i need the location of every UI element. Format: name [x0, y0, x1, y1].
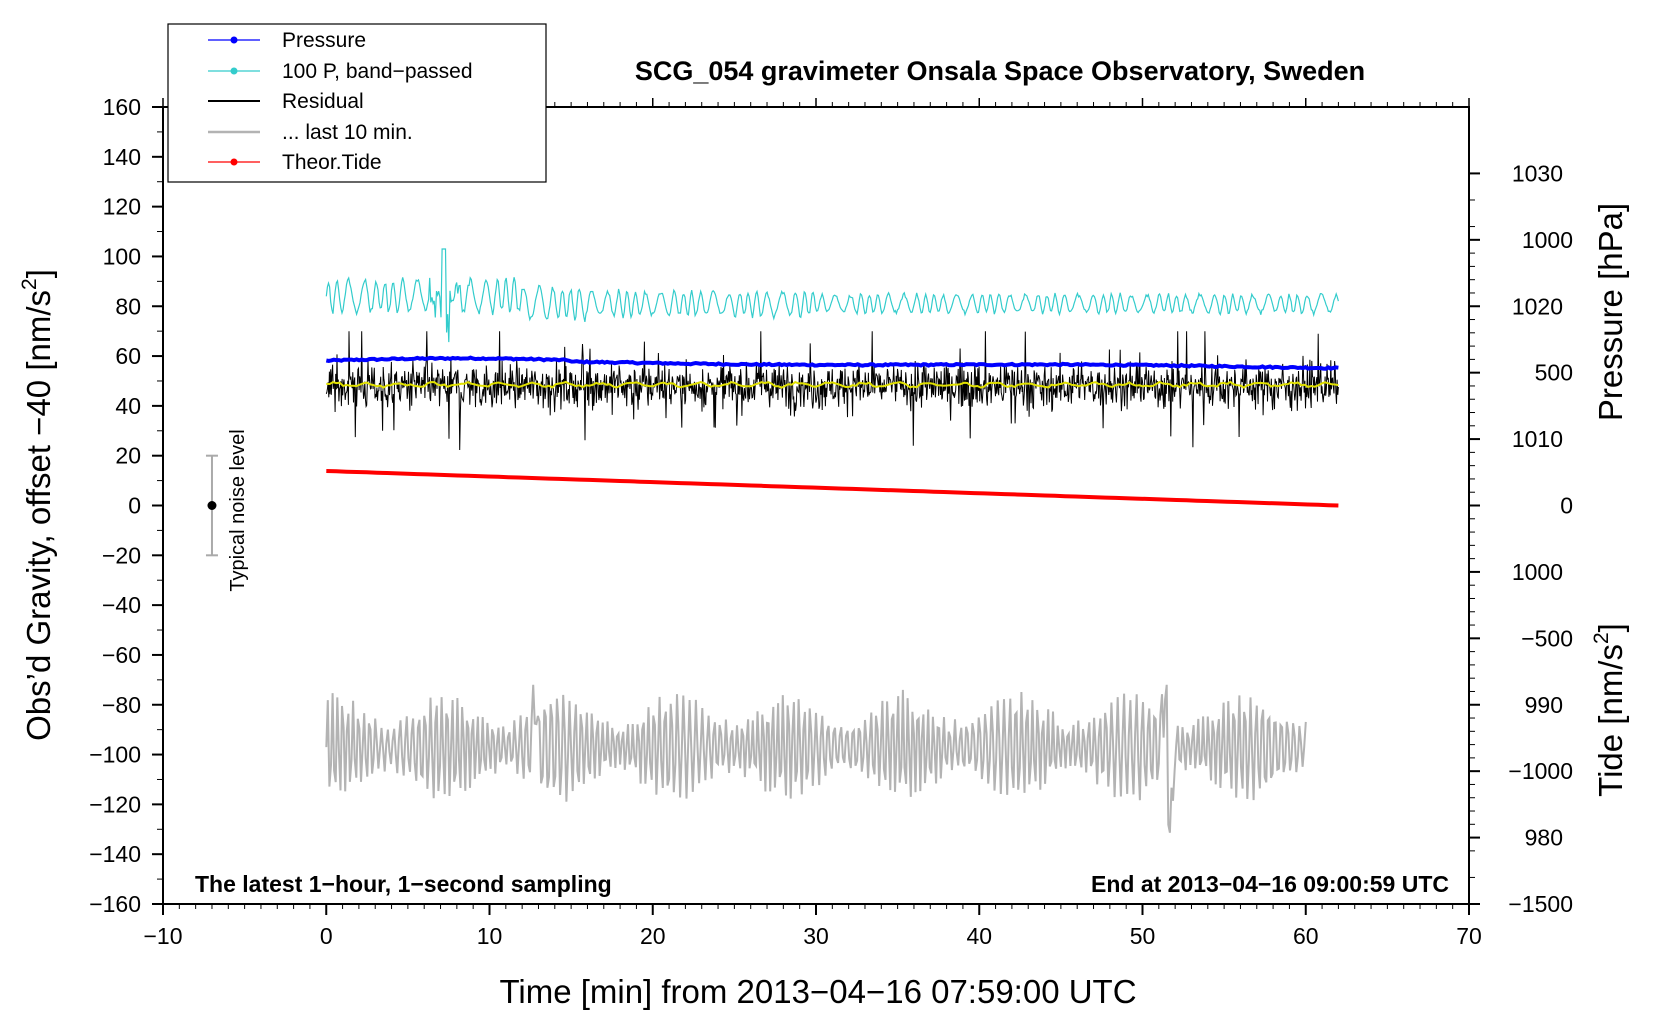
x-tick-label: −10	[143, 923, 182, 949]
y2-tick-label: 1010	[1512, 426, 1563, 452]
noise-center-dot	[207, 501, 217, 510]
annotation-end-time: End at 2013−04−16 09:00:59 UTC	[1091, 871, 1449, 897]
chart-title: SCG_054 gravimeter Onsala Space Observat…	[635, 56, 1365, 86]
legend: Pressure 100 P, band−passed Residual ...…	[167, 23, 547, 183]
y-tick-label: −140	[89, 841, 141, 867]
y3-tick-label: 0	[1560, 493, 1573, 519]
x-tick-label: 70	[1456, 923, 1482, 949]
y-tick-label: −40	[102, 592, 141, 618]
legend-entry-residual: Residual	[208, 90, 364, 113]
series-theor-tide	[326, 469, 1339, 508]
series-bandpassed-pressure	[325, 248, 1339, 343]
y-tick-label: −120	[89, 791, 141, 817]
legend-entry-last-10-min: ... last 10 min.	[208, 121, 413, 144]
legend-label-pressure: Pressure	[282, 29, 366, 52]
y2-tick-label: 1020	[1512, 293, 1563, 319]
legend-marker-pressure	[230, 36, 238, 44]
y3-tick-label: 500	[1535, 360, 1573, 386]
legend-label-last-10-min: ... last 10 min.	[282, 121, 413, 144]
legend-entry-bandpassed: 100 P, band−passed	[208, 60, 473, 83]
y3-axis-title: Tide [nm/s2]	[1590, 623, 1629, 797]
y3-tick-label: −500	[1521, 625, 1573, 651]
axis-ticks: −10 0 10 20 30 40 50 60 70160140120100806040200−…	[89, 94, 1573, 949]
y-tick-label: −100	[89, 742, 141, 768]
x-tick-label: 40	[966, 923, 992, 949]
x-tick-label: 30	[803, 923, 829, 949]
y-tick-label: −160	[89, 891, 141, 917]
plot-frame	[162, 106, 1470, 905]
y-tick-label: 20	[115, 443, 141, 469]
y3-axis-title-sup: 2	[1590, 632, 1613, 644]
y3-tick-label: 1000	[1522, 227, 1573, 253]
legend-label-residual: Residual	[282, 90, 364, 113]
series-layer	[325, 248, 1339, 833]
y-tick-label: 80	[115, 293, 141, 319]
y-axis-title-close: ]	[20, 269, 57, 278]
legend-label-theor-tide: Theor.Tide	[282, 151, 382, 174]
y-tick-label: −60	[102, 642, 141, 668]
y-tick-label: 0	[128, 493, 141, 519]
legend-marker-theor-tide	[230, 158, 238, 166]
y2-tick-label: 990	[1525, 692, 1563, 718]
y-axis-title-sup: 2	[18, 278, 41, 290]
y2-tick-label: 1000	[1512, 559, 1563, 585]
y-tick-label: 60	[115, 343, 141, 369]
noise-level-indicator: Typical noise level	[205, 429, 249, 592]
x-tick-label: 20	[640, 923, 666, 949]
y-tick-label: 100	[103, 243, 141, 269]
series-residual-smoothed	[326, 380, 1339, 389]
y3-axis-title-main: Tide [nm/s	[1592, 644, 1629, 797]
series-pressure	[325, 355, 1339, 371]
y-axis-title: Obs’d Gravity, offset −40 [nm/s2]	[18, 269, 57, 741]
legend-entry-theor-tide: Theor.Tide	[208, 151, 382, 174]
x-tick-label: 0	[320, 923, 333, 949]
y2-tick-label: 980	[1525, 825, 1563, 851]
legend-marker-bandpassed	[230, 67, 238, 75]
y3-tick-label: −1500	[1508, 891, 1573, 917]
y3-axis-title-close: ]	[1592, 623, 1629, 632]
x-tick-label: 60	[1293, 923, 1319, 949]
y-tick-label: 120	[103, 194, 141, 220]
y-tick-label: 40	[115, 393, 141, 419]
y-axis-title-main: Obs’d Gravity, offset −40 [nm/s	[20, 290, 57, 741]
y2-axis-title: Pressure [hPa]	[1592, 203, 1629, 421]
legend-box	[167, 23, 547, 183]
legend-entry-pressure: Pressure	[208, 29, 366, 52]
y-tick-label: −20	[102, 542, 141, 568]
y-tick-label: −80	[102, 692, 141, 718]
annotation-sampling: The latest 1−hour, 1−second sampling	[195, 871, 612, 897]
x-tick-label: 50	[1130, 923, 1156, 949]
x-tick-label: 10	[477, 923, 503, 949]
series-residual	[325, 331, 1339, 451]
series-last-10-min	[325, 684, 1307, 833]
y-tick-label: 140	[103, 144, 141, 170]
x-axis-title: Time [min] from 2013−04−16 07:59:00 UTC	[499, 973, 1136, 1010]
legend-label-bandpassed: 100 P, band−passed	[282, 60, 473, 83]
noise-level-label: Typical noise level	[227, 429, 249, 591]
y2-tick-label: 1030	[1512, 160, 1563, 186]
y-tick-label: 160	[103, 94, 141, 120]
y3-tick-label: −1000	[1508, 758, 1573, 784]
